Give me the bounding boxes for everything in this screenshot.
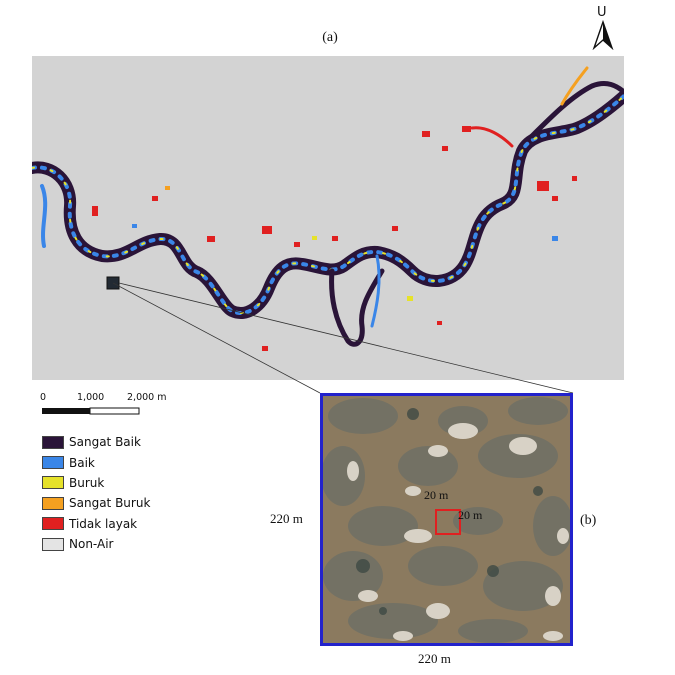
legend-swatch [42, 517, 64, 531]
legend-swatch [42, 456, 64, 470]
panel-b-label: (b) [580, 513, 597, 528]
scale-label-2000: 2,000 m [127, 392, 167, 403]
legend-item-non-air: Non-Air [42, 534, 242, 554]
legend-swatch [42, 496, 64, 510]
legend-item-tidak-layak: Tidak layak [42, 514, 242, 534]
north-arrow-letter: U [597, 5, 607, 20]
legend-label: Baik [69, 455, 95, 470]
north-arrow-icon [592, 19, 614, 50]
legend-label: Buruk [69, 475, 105, 490]
legend-label: Tidak layak [69, 516, 138, 531]
sample-cell-outline [435, 509, 461, 535]
scale-label-1000: 1,000 [77, 392, 105, 403]
map-background [32, 56, 624, 380]
legend-item-sangat-buruk: Sangat Buruk [42, 493, 242, 513]
legend-label: Sangat Buruk [69, 496, 151, 511]
scale-label-0: 0 [40, 392, 47, 403]
panel-a-label: (a) [322, 30, 338, 45]
legend: Sangat Baik Baik Buruk Sangat Buruk Tida… [42, 432, 242, 554]
legend-item-buruk: Buruk [42, 473, 242, 493]
sample-area-marker [106, 276, 120, 290]
main-map[interactable] [32, 56, 624, 380]
legend-label: Non-Air [69, 537, 114, 552]
legend-item-sangat-baik: Sangat Baik [42, 432, 242, 452]
legend-swatch [42, 476, 64, 490]
legend-item-baik: Baik [42, 452, 242, 472]
river-channel [32, 66, 624, 347]
aerial-photo [323, 396, 570, 643]
cell-height-label: 20 m [458, 508, 483, 522]
inset-aerial-image[interactable] [320, 393, 573, 646]
inset-width-label: 220 m [418, 651, 451, 666]
legend-swatch [42, 435, 64, 449]
legend-swatch [42, 537, 64, 551]
inset-height-label: 220 m [270, 511, 303, 526]
legend-label: Sangat Baik [69, 435, 141, 450]
scale-bar [42, 407, 140, 415]
cell-width-label: 20 m [424, 488, 449, 502]
